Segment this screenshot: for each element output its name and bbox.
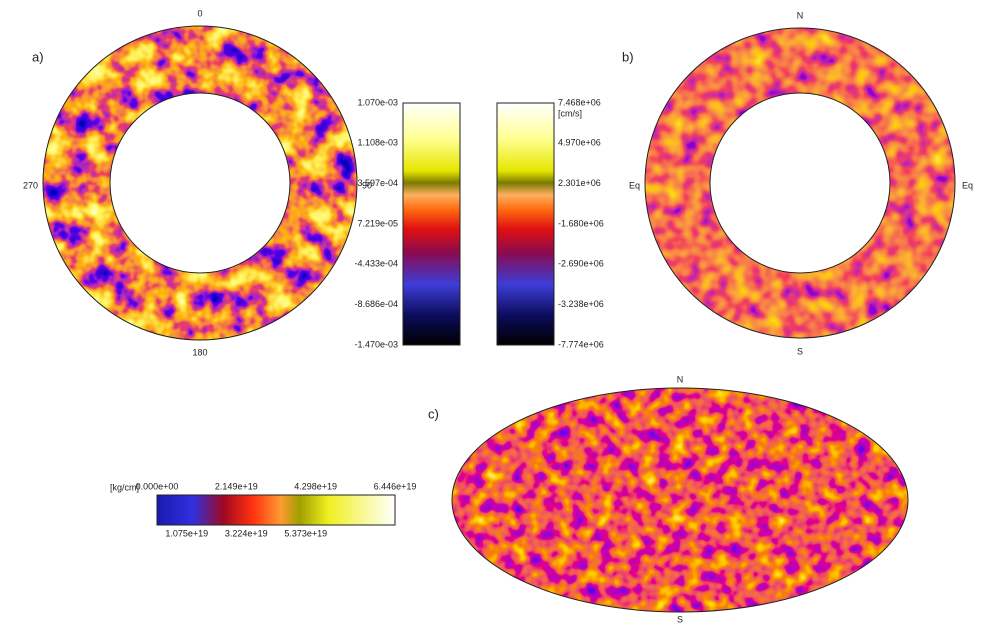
ring-outline xyxy=(710,93,890,273)
colorbar-label: 0.000e+00 xyxy=(136,481,179,491)
colorbar-label: 1.070e-03 xyxy=(357,97,398,107)
axis-label: 180 xyxy=(192,347,207,357)
axis-label: N xyxy=(677,374,684,384)
colorbar-label: 7.468e+06 xyxy=(558,97,601,107)
ring-map xyxy=(645,28,955,338)
colorbar-label: 1.108e-03 xyxy=(357,138,398,148)
panel-label: b) xyxy=(622,49,634,64)
colorbar xyxy=(403,103,460,345)
colorbar-labels: 0.000e+00 2.149e+19 4.298e+19 6.446e+19 xyxy=(136,481,417,491)
colorbar-labels: 7.468e+06 4.970e+06 2.301e+06 -1.680e+06 -2.… xyxy=(558,97,604,349)
colorbar-label: 4.970e+06 xyxy=(558,138,601,148)
colorbar-unit: [cm/s] xyxy=(558,108,582,118)
axis-label: 270 xyxy=(23,180,38,190)
colorbar-label: 4.298e+19 xyxy=(294,481,337,491)
axis-label: 0 xyxy=(197,8,202,18)
colorbar-label: -7.774e+06 xyxy=(558,339,604,349)
ring-map xyxy=(43,26,357,340)
axis-label: S xyxy=(677,614,683,624)
colorbar-labels: 1.070e-03 1.108e-03 3.597e-04 7.219e-05 -4.4… xyxy=(354,97,398,349)
axis-label: Eq xyxy=(629,180,640,190)
colorbar-label: 2.301e+06 xyxy=(558,178,601,188)
colorbar-label: -1.680e+06 xyxy=(558,218,604,228)
colorbar xyxy=(157,495,395,525)
mollweide-map xyxy=(452,388,908,612)
axis-label: N xyxy=(797,10,804,20)
colorbar-label: 3.597e-04 xyxy=(357,178,398,188)
colorbar-label: 2.149e+19 xyxy=(215,481,258,491)
ring-outline xyxy=(110,93,290,273)
colorbar-label: 7.219e-05 xyxy=(357,218,398,228)
colorbar-label: -4.433e-04 xyxy=(354,259,398,269)
colorbar-label: -3.238e+06 xyxy=(558,299,604,309)
panel-label: c) xyxy=(428,406,439,421)
figure: a) 0 180 270 90 1.070e-031.108e-033.597e… xyxy=(0,0,982,630)
colorbar-label: -2.690e+06 xyxy=(558,259,604,269)
colorbar-label: 5.373e+19 xyxy=(284,528,327,538)
panel-label: a) xyxy=(32,49,44,64)
colorbar-labels: 1.075e+19 3.224e+19 5.373e+19 xyxy=(165,528,327,538)
axis-label: Eq xyxy=(962,180,973,190)
colorbar-label: 1.075e+19 xyxy=(165,528,208,538)
colorbar xyxy=(497,103,554,345)
colorbar-label: 3.224e+19 xyxy=(225,528,268,538)
axis-label: S xyxy=(797,346,803,356)
colorbar-label: 6.446e+19 xyxy=(374,481,417,491)
colorbar-label: -1.470e-03 xyxy=(354,339,398,349)
colorbar-label: -8.686e-04 xyxy=(354,299,398,309)
